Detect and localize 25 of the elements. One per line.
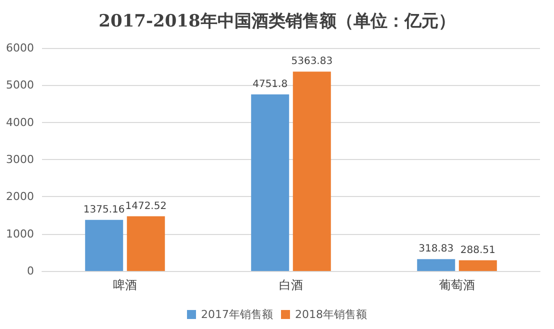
y-tick-label: 4000	[6, 116, 34, 129]
bar	[85, 220, 124, 271]
y-tick-label: 5000	[6, 78, 34, 92]
x-tick-label: 白酒	[279, 278, 303, 292]
x-tick-label: 葡萄酒	[439, 278, 475, 292]
y-tick-label: 0	[27, 264, 34, 278]
chart-title: 2017-2018年中国酒类销售额（单位：亿元）	[98, 12, 456, 32]
data-label: 318.83	[418, 244, 454, 255]
data-label: 288.51	[460, 244, 496, 256]
bar	[126, 216, 165, 271]
y-tick-label: 1000	[6, 227, 34, 240]
data-label: 4751.8	[252, 78, 288, 90]
bar	[292, 72, 331, 271]
bar	[417, 259, 456, 271]
y-tick-label: 6000	[6, 42, 34, 54]
data-label: 1472.52	[125, 200, 167, 212]
x-tick-label: 啤酒	[113, 278, 137, 292]
data-label: 1375.16	[83, 204, 125, 216]
y-tick-label: 2000	[6, 190, 34, 204]
bar	[458, 260, 497, 271]
legend-label: 2018年销售额	[295, 308, 367, 321]
bar	[251, 94, 290, 271]
data-label: 5363.83	[291, 56, 333, 68]
legend-label: 2017年销售额	[201, 308, 274, 321]
y-tick-label: 3000	[6, 153, 34, 166]
